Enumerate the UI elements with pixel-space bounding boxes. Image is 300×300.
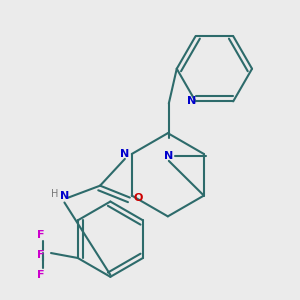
Text: N: N — [164, 151, 173, 161]
Text: N: N — [187, 96, 196, 106]
Text: F: F — [38, 270, 45, 280]
Text: N: N — [120, 149, 130, 159]
Text: O: O — [133, 193, 142, 202]
Text: H: H — [51, 189, 58, 199]
Text: F: F — [38, 250, 45, 260]
Text: F: F — [38, 230, 45, 240]
Text: N: N — [60, 190, 69, 201]
